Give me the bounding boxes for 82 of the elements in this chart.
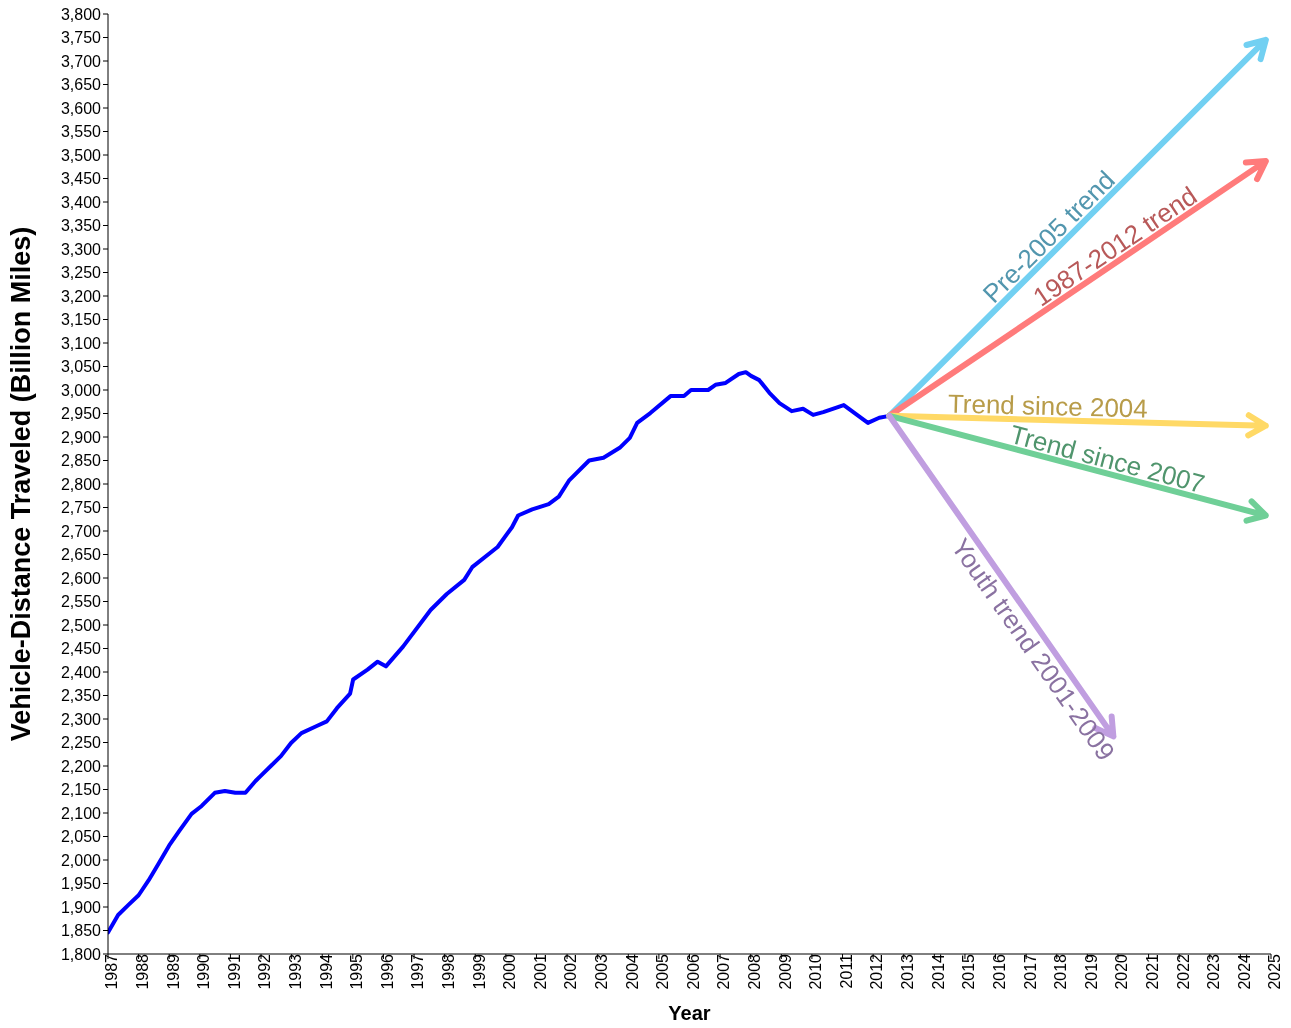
y-tick-label: 2,100 (60, 804, 102, 822)
x-tick-label: 2001 (531, 953, 549, 990)
x-tick-label: 1996 (378, 953, 396, 990)
x-axis-title: Year (668, 1002, 711, 1024)
x-tick-label: 1991 (225, 953, 243, 990)
y-tick-label: 2,700 (60, 522, 102, 540)
x-tick-label: 1997 (409, 953, 427, 990)
y-tick-label: 3,550 (60, 123, 102, 141)
x-tick-label: 1990 (195, 953, 213, 990)
x-tick-label: 2017 (1021, 953, 1039, 990)
x-tick-label: 2014 (929, 953, 947, 990)
y-tick-label: 3,600 (60, 99, 102, 117)
x-tick-label: 2024 (1235, 953, 1253, 990)
x-tick-label: 2022 (1174, 953, 1192, 990)
y-tick-label: 2,200 (60, 757, 102, 775)
x-tick-label: 2011 (837, 953, 855, 989)
x-tick-label: 1993 (286, 953, 304, 990)
y-tick-label: 2,150 (60, 781, 102, 799)
x-tick-label: 2025 (1266, 953, 1284, 990)
x-tick-label: 2004 (623, 953, 641, 990)
x-tick-label: 1992 (256, 953, 274, 990)
y-tick-label: 1,800 (60, 945, 102, 963)
x-tick-label: 2006 (684, 953, 702, 990)
y-tick-label: 3,000 (60, 381, 102, 399)
y-tick-label: 1,950 (60, 875, 102, 893)
x-tick-label: 2008 (746, 953, 764, 990)
x-tick-label: 1995 (348, 953, 366, 990)
y-tick-label: 2,250 (60, 734, 102, 752)
x-tick-label: 2023 (1205, 953, 1223, 990)
y-tick-label: 2,600 (60, 569, 102, 587)
x-tick-label: 1989 (164, 953, 182, 990)
y-tick-label: 3,500 (60, 146, 102, 164)
x-tick-label: 2002 (562, 953, 580, 990)
y-tick-label: 1,850 (60, 922, 102, 940)
x-tick-label: 2019 (1082, 953, 1100, 990)
y-tick-label: 3,700 (60, 52, 102, 70)
y-tick-label: 2,050 (60, 828, 102, 846)
y-tick-label: 3,350 (60, 217, 102, 235)
y-tick-label: 3,450 (60, 170, 102, 188)
y-tick-label: 3,400 (60, 193, 102, 211)
x-tick-label: 1988 (133, 953, 151, 990)
x-tick-label: 1994 (317, 953, 335, 990)
y-tick-label: 2,750 (60, 499, 102, 517)
x-tick-label: 2015 (960, 953, 978, 990)
y-tick-label: 2,650 (60, 546, 102, 564)
y-tick-label: 3,750 (60, 29, 102, 47)
x-tick-label: 2005 (654, 953, 672, 990)
y-tick-label: 2,500 (60, 616, 102, 634)
y-tick-label: 2,900 (60, 428, 102, 446)
y-tick-label: 2,350 (60, 687, 102, 705)
x-tick-label: 2016 (990, 953, 1008, 990)
x-tick-label: 1999 (470, 953, 488, 990)
y-tick-label: 2,400 (60, 663, 102, 681)
x-tick-label: 2003 (593, 953, 611, 990)
x-tick-label: 2013 (899, 953, 917, 990)
y-tick-label: 3,200 (60, 287, 102, 305)
y-tick-label: 3,100 (60, 334, 102, 352)
y-axis-title: Vehicle-Distance Traveled (Billion Miles) (5, 226, 36, 742)
x-tick-label: 2012 (868, 953, 886, 990)
x-tick-label: 2007 (715, 953, 733, 990)
y-tick-label: 2,300 (60, 710, 102, 728)
y-tick-label: 3,250 (60, 264, 102, 282)
y-tick-label: 2,450 (60, 640, 102, 658)
x-tick-label: 2021 (1143, 953, 1161, 990)
x-tick-label: 2018 (1052, 953, 1070, 990)
y-tick-label: 1,900 (60, 898, 102, 916)
y-tick-label: 3,650 (60, 76, 102, 94)
y-tick-label: 3,150 (60, 311, 102, 329)
y-tick-label: 2,550 (60, 593, 102, 611)
x-tick-label: 2010 (807, 953, 825, 990)
y-tick-label: 2,000 (60, 851, 102, 869)
y-tick-label: 2,850 (60, 452, 102, 470)
y-tick-label: 2,950 (60, 405, 102, 423)
y-tick-label: 2,800 (60, 475, 102, 493)
y-tick-label: 3,800 (60, 5, 102, 23)
x-tick-label: 1987 (103, 953, 121, 990)
y-tick-label: 3,300 (60, 240, 102, 258)
x-tick-label: 2020 (1113, 953, 1131, 990)
x-tick-label: 2000 (501, 953, 519, 990)
x-tick-label: 1998 (440, 953, 458, 990)
x-tick-label: 2009 (776, 953, 794, 990)
y-tick-label: 3,050 (60, 358, 102, 376)
